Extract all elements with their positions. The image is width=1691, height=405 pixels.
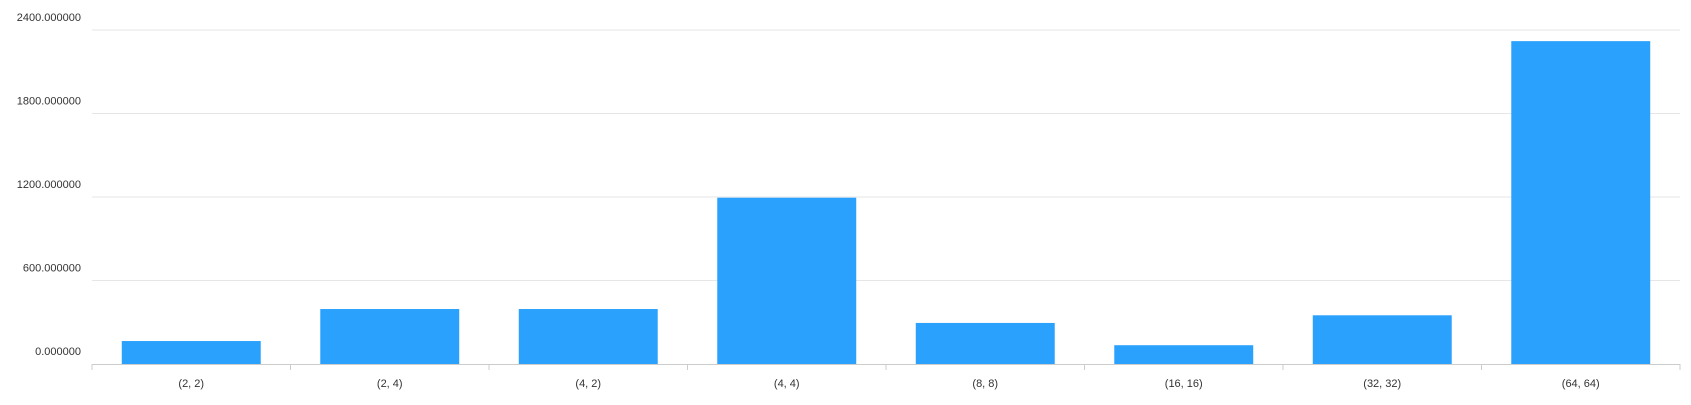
bar xyxy=(1312,315,1452,364)
x-tick-label: (64, 64) xyxy=(1562,378,1600,390)
y-axis-ticks: 0.000000 600.000000 1200.000000 1800.000000… xyxy=(17,12,81,358)
y-tick-label: 600.000000 xyxy=(23,263,81,275)
x-axis-ticks: (2, 2) (2, 4) (4, 2) (4, 4) (8, 8) (16, 16) (3… xyxy=(178,378,1599,390)
x-tick-label: (4, 2) xyxy=(575,378,601,390)
bar xyxy=(1114,345,1254,364)
x-tick-label: (32, 32) xyxy=(1363,378,1401,390)
x-tick-label: (4, 4) xyxy=(774,378,800,390)
x-tick-label: (2, 2) xyxy=(178,378,204,390)
bar xyxy=(915,322,1055,364)
bar xyxy=(518,309,658,364)
x-tick-label: (8, 8) xyxy=(972,378,998,390)
x-tick-label: (2, 4) xyxy=(377,378,403,390)
x-tick-label: (16, 16) xyxy=(1165,378,1203,390)
y-tick-label: 1800.000000 xyxy=(17,96,81,108)
y-tick-label: 1200.000000 xyxy=(17,179,81,191)
x-axis xyxy=(91,364,1681,370)
bar xyxy=(121,341,261,364)
bar xyxy=(1511,41,1651,365)
y-tick-label: 0.000000 xyxy=(35,346,81,358)
bar xyxy=(320,309,460,364)
bars xyxy=(121,41,1651,365)
grid-lines xyxy=(92,29,1680,281)
bar xyxy=(717,197,857,364)
y-tick-label: 2400.000000 xyxy=(17,12,81,24)
